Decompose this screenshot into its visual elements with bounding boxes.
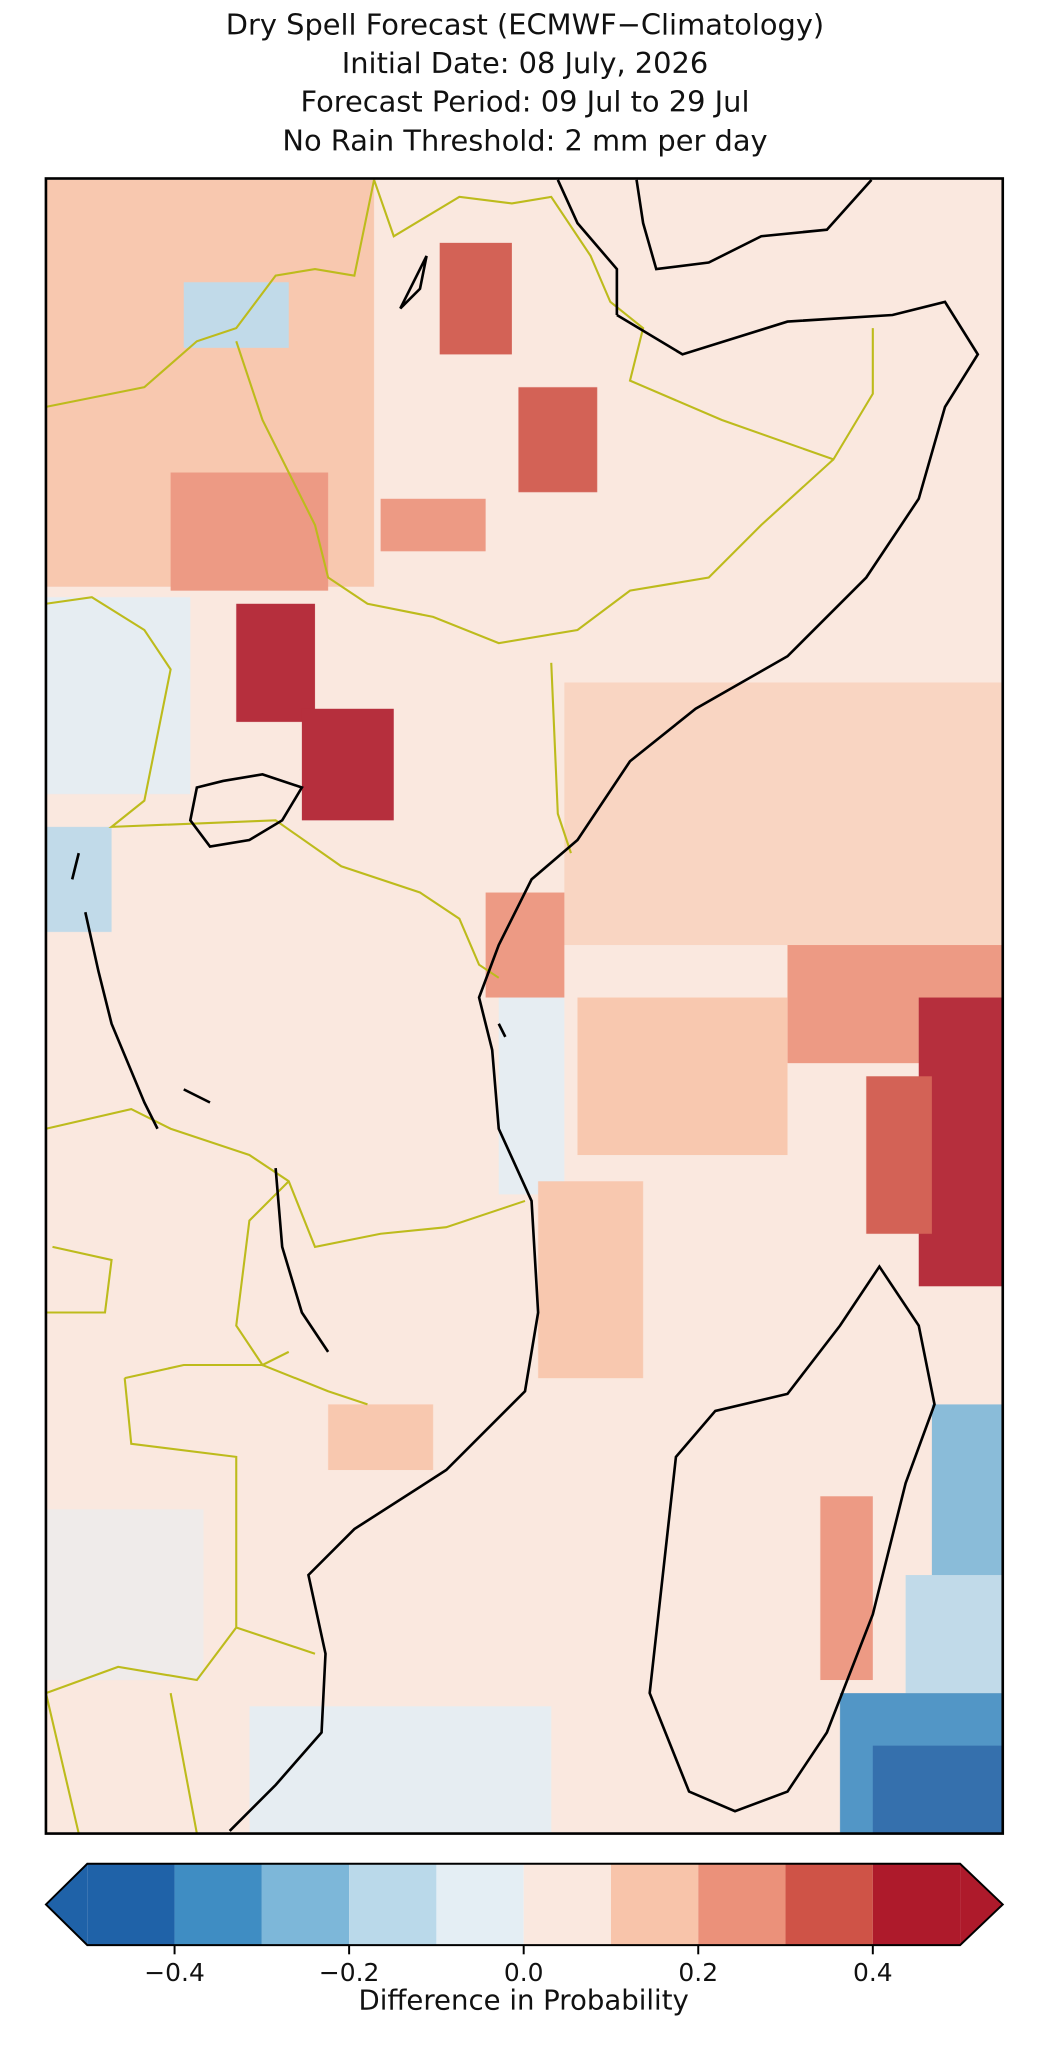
colorbar-segment bbox=[610, 1863, 699, 1946]
map-frame bbox=[44, 177, 1005, 1835]
colorbar-extend-max bbox=[960, 1863, 1003, 1946]
colorbar-segment bbox=[785, 1863, 873, 1946]
colorbar-segment bbox=[436, 1863, 524, 1946]
colorbar-tick-label: 0.2 bbox=[678, 1958, 718, 1987]
chart-title: Initial Date: 08 July, 2026 bbox=[342, 46, 708, 80]
colorbar-tick-label: 0.4 bbox=[853, 1958, 893, 1987]
colorbar-segment bbox=[523, 1863, 611, 1946]
map bbox=[44, 177, 1005, 1835]
colorbar-tick-label: −0.4 bbox=[144, 1958, 205, 1987]
colorbar-segment bbox=[872, 1863, 961, 1946]
colorbar-segment bbox=[261, 1863, 350, 1946]
colorbar-tick-label: −0.2 bbox=[319, 1958, 380, 1987]
colorbar-outline bbox=[44, 1862, 1005, 1947]
colorbar-segment bbox=[698, 1863, 786, 1946]
chart-title: No Rain Threshold: 2 mm per day bbox=[282, 123, 767, 157]
colorbar-label: Difference in Probability bbox=[359, 1985, 689, 2017]
colorbar-segment bbox=[87, 1863, 175, 1946]
colorbar-tick-label: 0.0 bbox=[504, 1958, 544, 1987]
colorbar-segment bbox=[349, 1863, 437, 1946]
field-patches bbox=[45, 179, 1003, 1834]
colorbar-extend-min bbox=[45, 1863, 88, 1946]
chart-title: Dry Spell Forecast (ECMWF−Climatology) bbox=[226, 7, 824, 41]
colorbar-segment bbox=[174, 1863, 262, 1946]
chart-title: Forecast Period: 09 Jul to 29 Jul bbox=[301, 85, 750, 119]
